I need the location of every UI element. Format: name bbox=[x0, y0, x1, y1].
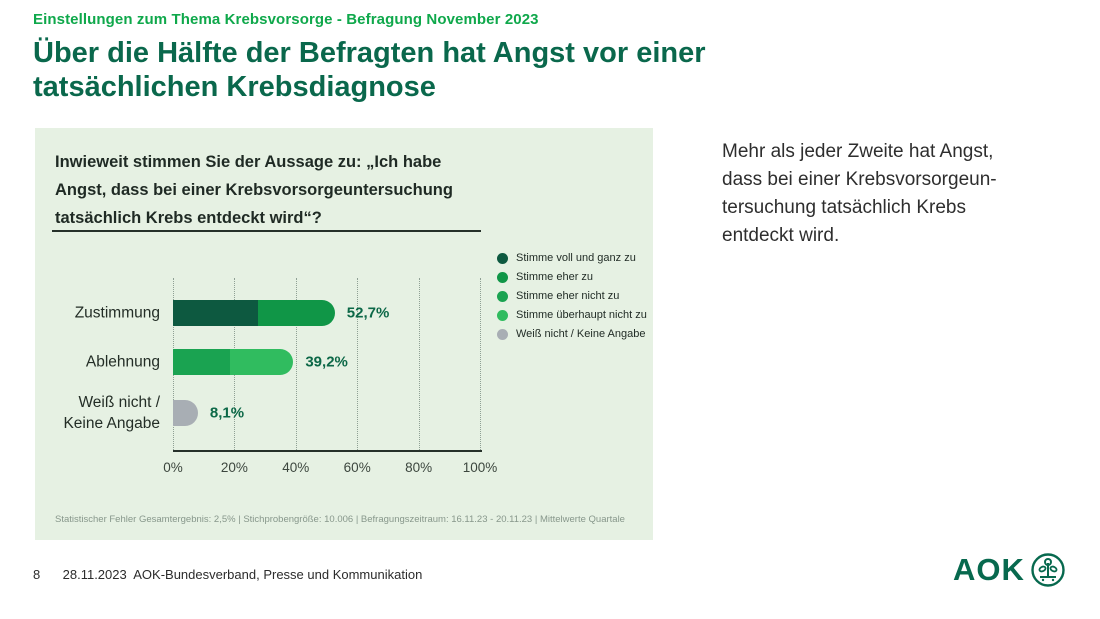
legend-item: Stimme eher nicht zu bbox=[497, 290, 647, 302]
bar-value-label: 39,2% bbox=[305, 353, 348, 371]
chart-gridline bbox=[357, 278, 359, 450]
x-axis-tick: 20% bbox=[220, 460, 248, 475]
slide-footer: 8 28.11.2023 AOK-Bundesverband, Presse u… bbox=[33, 567, 422, 582]
chart-legend: Stimme voll und ganz zu Stimme eher zu Sti… bbox=[497, 252, 647, 340]
chart-panel: Inwieweit stimmen Sie der Aussage zu: „I… bbox=[35, 128, 653, 540]
category-label: Weiß nicht / Keine Angabe bbox=[63, 394, 160, 432]
category-label: Ablehnung bbox=[85, 353, 160, 371]
footer-org: AOK-Bundesverband, Presse und Kommunikat… bbox=[133, 567, 423, 582]
bar-value-label: 52,7% bbox=[346, 304, 390, 322]
x-axis-tick: 60% bbox=[343, 460, 371, 475]
x-axis-tick: 0% bbox=[163, 460, 183, 475]
bar-value-label: 8,1% bbox=[209, 404, 245, 422]
stacked-bar bbox=[173, 300, 335, 326]
category-label: Zustimmung bbox=[74, 304, 160, 322]
legend-item: Stimme überhaupt nicht zu bbox=[497, 309, 647, 321]
bar-segment bbox=[173, 300, 259, 326]
stacked-bar bbox=[173, 349, 294, 375]
bar-segment bbox=[173, 400, 198, 426]
bar-segment bbox=[173, 349, 231, 375]
takeaway-text: Mehr als jeder Zweite hat Angst, dass be… bbox=[722, 141, 997, 246]
legend-label: Stimme überhaupt nicht zu bbox=[516, 309, 647, 321]
bar-chart: 0% 20% 40% 60% 80% 100% Zustimmung 52,7% Ablehnu… bbox=[35, 128, 653, 540]
bar-segment bbox=[258, 300, 335, 326]
legend-item: Stimme voll und ganz zu bbox=[497, 252, 647, 264]
legend-dot-icon bbox=[497, 252, 508, 264]
aok-logo-text: AOK bbox=[953, 552, 1025, 587]
page-number: 8 bbox=[33, 567, 41, 582]
x-axis-tick: 80% bbox=[405, 460, 433, 475]
legend-dot-icon bbox=[497, 328, 508, 340]
legend-label: Stimme eher zu bbox=[516, 271, 594, 283]
chart-gridline bbox=[295, 278, 297, 450]
chart-question: Inwieweit stimmen Sie der Aussage zu: „I… bbox=[55, 153, 453, 227]
legend-label: Weiß nicht / Keine Angabe bbox=[516, 328, 646, 340]
slide-kicker: Einstellungen zum Thema Krebsvorsorge - … bbox=[33, 11, 539, 28]
legend-item: Stimme eher zu bbox=[497, 271, 647, 283]
chart-footnote: Statistischer Fehler Gesamtergebnis: 2,5… bbox=[55, 514, 625, 525]
x-axis-line bbox=[173, 450, 482, 452]
legend-dot-icon bbox=[497, 290, 508, 302]
bar-segment bbox=[230, 349, 294, 375]
x-axis-tick: 40% bbox=[282, 460, 310, 475]
chart-gridline bbox=[418, 278, 420, 450]
aok-logo: AOK bbox=[953, 552, 1066, 588]
legend-dot-icon bbox=[497, 309, 508, 321]
legend-item: Weiß nicht / Keine Angabe bbox=[497, 328, 647, 340]
stacked-bar bbox=[173, 400, 198, 426]
question-underline bbox=[52, 230, 481, 232]
footer-date: 28.11.2023 bbox=[62, 567, 127, 582]
legend-label: Stimme voll und ganz zu bbox=[516, 252, 636, 264]
page-title: Über die Hälfte der Befragten hat Angst … bbox=[33, 37, 706, 103]
legend-label: Stimme eher nicht zu bbox=[516, 290, 620, 302]
legend-dot-icon bbox=[497, 271, 508, 283]
chart-gridline bbox=[480, 278, 481, 450]
aok-emblem-icon bbox=[1031, 553, 1065, 587]
x-axis-tick: 100% bbox=[462, 460, 498, 475]
